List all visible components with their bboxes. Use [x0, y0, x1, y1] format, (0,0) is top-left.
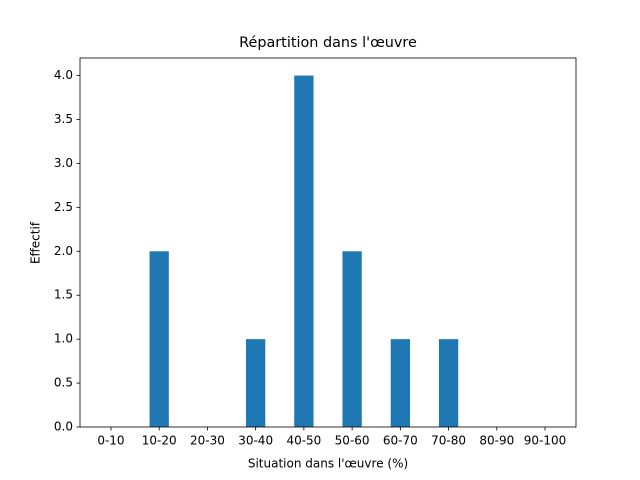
bar	[342, 251, 362, 427]
bar	[294, 75, 314, 428]
bar	[149, 251, 169, 427]
x-tick-label: 10-20	[142, 434, 177, 448]
x-tick-label: 50-60	[335, 434, 370, 448]
x-tick-label: 80-90	[479, 434, 514, 448]
y-tick-label: 3.0	[54, 156, 73, 170]
x-tick-label: 60-70	[383, 434, 418, 448]
x-tick-label: 40-50	[286, 434, 321, 448]
chart-title: Répartition dans l'œuvre	[239, 35, 417, 51]
y-tick-label: 1.5	[54, 288, 73, 302]
y-tick-label: 4.0	[54, 68, 73, 82]
y-tick-label: 2.0	[54, 244, 73, 258]
y-axis-label: Effectif	[29, 221, 43, 264]
plot-frame	[79, 57, 577, 428]
x-tick-label: 70-80	[431, 434, 466, 448]
bar	[390, 339, 410, 427]
x-axis-label: Situation dans l'œuvre (%)	[248, 457, 408, 471]
y-tick-label: 3.5	[54, 112, 73, 126]
x-tick-label: 20-30	[190, 434, 225, 448]
y-tick-label: 2.5	[54, 200, 73, 214]
bar	[438, 339, 459, 427]
x-tick-label: 30-40	[238, 434, 273, 448]
y-tick-label: 0.5	[54, 376, 73, 390]
y-tick-label: 0.0	[54, 420, 73, 434]
x-tick-label: 90-100	[524, 434, 567, 448]
x-tick-label: 0-10	[97, 434, 124, 448]
y-tick-label: 1.0	[54, 332, 73, 346]
bar	[246, 339, 266, 427]
